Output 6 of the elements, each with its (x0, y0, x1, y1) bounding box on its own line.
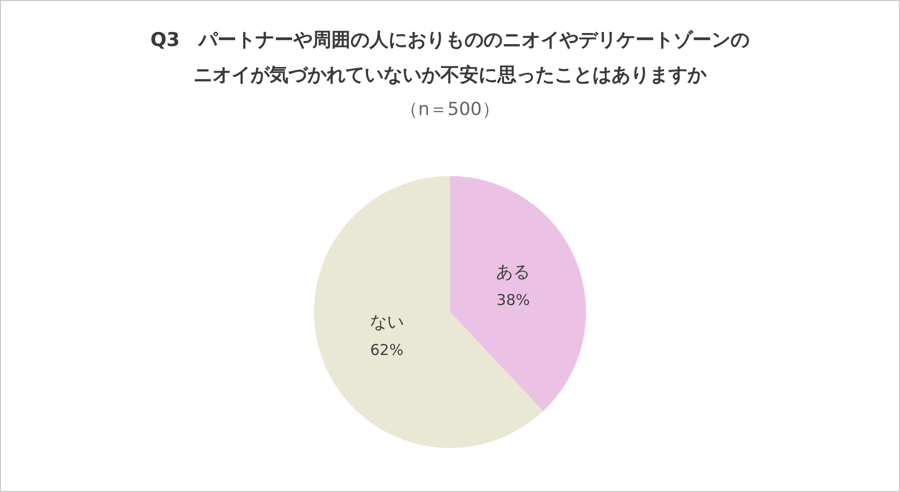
data-label: 38% (496, 290, 530, 309)
data-label: 62% (370, 340, 404, 359)
chart-subtitle: （n＝500） (399, 98, 501, 121)
slice-label: ない (370, 312, 404, 332)
slice-label: ある (496, 262, 530, 282)
chart-title: Q3 パートナーや周囲の人におりもののニオイやデリケートゾーンのニオイが気づかれていないか不安に思ったことはありますか (149, 28, 751, 88)
